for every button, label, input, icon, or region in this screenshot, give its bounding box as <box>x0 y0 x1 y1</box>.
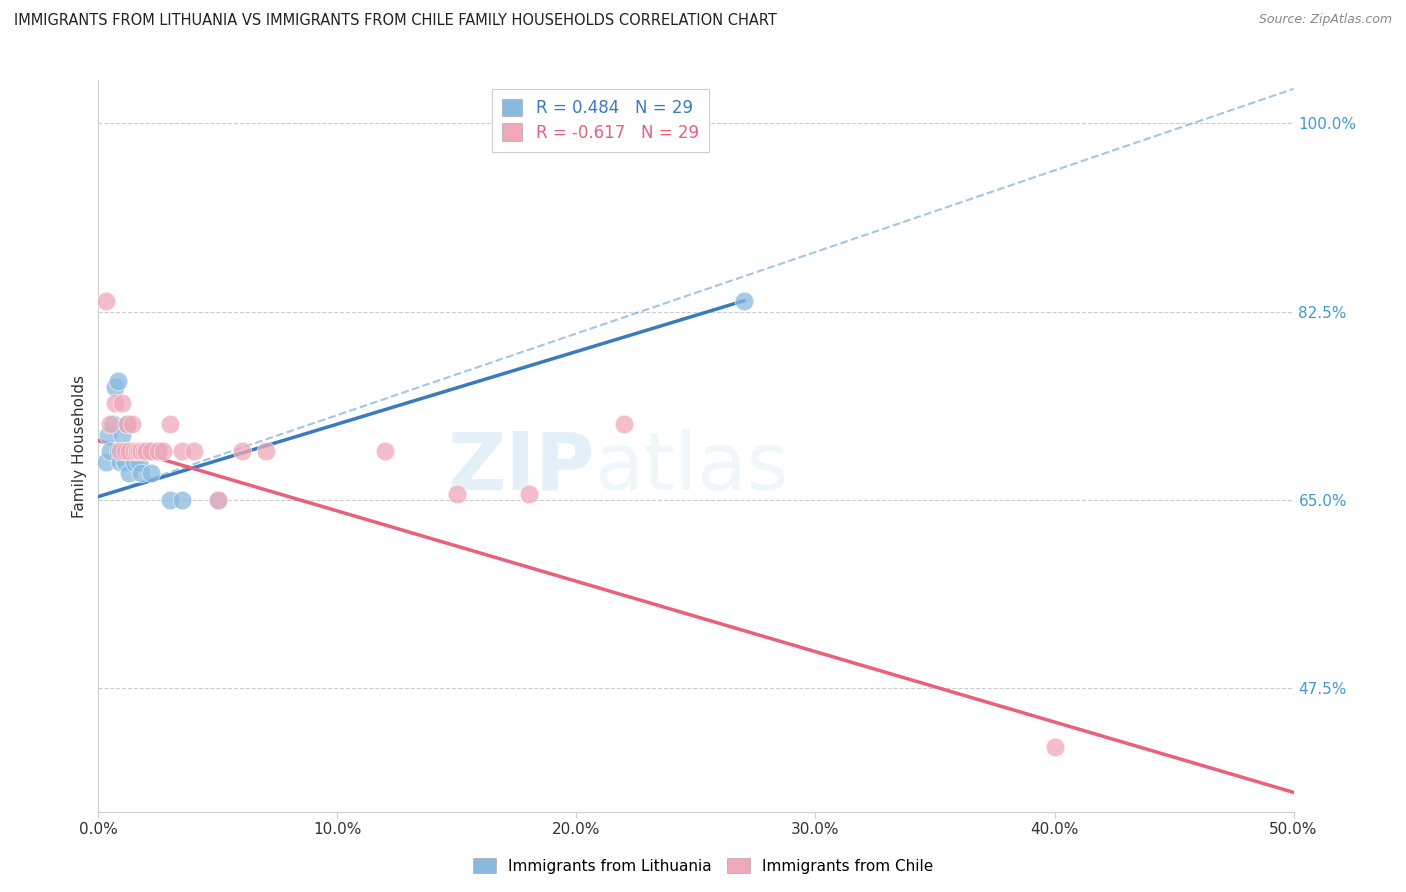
Point <box>135 444 157 458</box>
Point <box>733 293 755 308</box>
Point <box>124 444 146 458</box>
Point <box>121 444 143 458</box>
Point <box>115 417 138 432</box>
Point <box>172 444 194 458</box>
Text: atlas: atlas <box>595 429 789 507</box>
Point <box>613 417 636 432</box>
Point <box>131 444 153 458</box>
Point <box>114 444 136 458</box>
Point <box>135 444 157 458</box>
Point <box>207 492 229 507</box>
Point <box>254 444 277 458</box>
Point <box>124 444 146 458</box>
Point <box>128 444 150 458</box>
Point <box>108 455 131 469</box>
Point <box>207 492 229 507</box>
Point <box>111 396 134 410</box>
Point <box>125 444 148 458</box>
Point <box>139 466 162 480</box>
Text: Source: ZipAtlas.com: Source: ZipAtlas.com <box>1258 13 1392 27</box>
Point <box>159 417 181 432</box>
Point <box>125 444 148 458</box>
Point <box>148 444 170 458</box>
Point <box>104 396 127 410</box>
Point <box>131 466 153 480</box>
Point <box>138 444 160 458</box>
Point <box>114 455 136 469</box>
Point <box>148 444 170 458</box>
Point <box>94 455 117 469</box>
Legend: R = 0.484   N = 29, R = -0.617   N = 29: R = 0.484 N = 29, R = -0.617 N = 29 <box>492 88 709 152</box>
Point <box>152 444 174 458</box>
Point <box>107 375 129 389</box>
Point <box>159 492 181 507</box>
Text: IMMIGRANTS FROM LITHUANIA VS IMMIGRANTS FROM CHILE FAMILY HOUSEHOLDS CORRELATION: IMMIGRANTS FROM LITHUANIA VS IMMIGRANTS … <box>14 13 778 29</box>
Point <box>111 444 134 458</box>
Point <box>517 487 540 501</box>
Point <box>118 466 141 480</box>
Point <box>139 444 162 458</box>
Point <box>1043 740 1066 755</box>
Point <box>374 444 396 458</box>
Point <box>115 417 138 432</box>
Point <box>107 444 129 458</box>
Point <box>98 417 122 432</box>
Point <box>172 492 194 507</box>
Point <box>121 417 143 432</box>
Legend: Immigrants from Lithuania, Immigrants from Chile: Immigrants from Lithuania, Immigrants fr… <box>467 852 939 880</box>
Point <box>94 293 117 308</box>
Point <box>446 487 468 501</box>
Point <box>132 444 155 458</box>
Point <box>111 428 134 442</box>
Point <box>128 455 150 469</box>
Point <box>101 417 124 432</box>
Point <box>108 444 131 458</box>
Point <box>124 455 146 469</box>
Point <box>115 444 138 458</box>
Y-axis label: Family Households: Family Households <box>72 375 87 517</box>
Point <box>98 444 122 458</box>
Point <box>231 444 253 458</box>
Text: ZIP: ZIP <box>447 429 595 507</box>
Point <box>118 444 141 458</box>
Point <box>104 380 127 394</box>
Point <box>97 428 120 442</box>
Point <box>183 444 205 458</box>
Point <box>132 444 155 458</box>
